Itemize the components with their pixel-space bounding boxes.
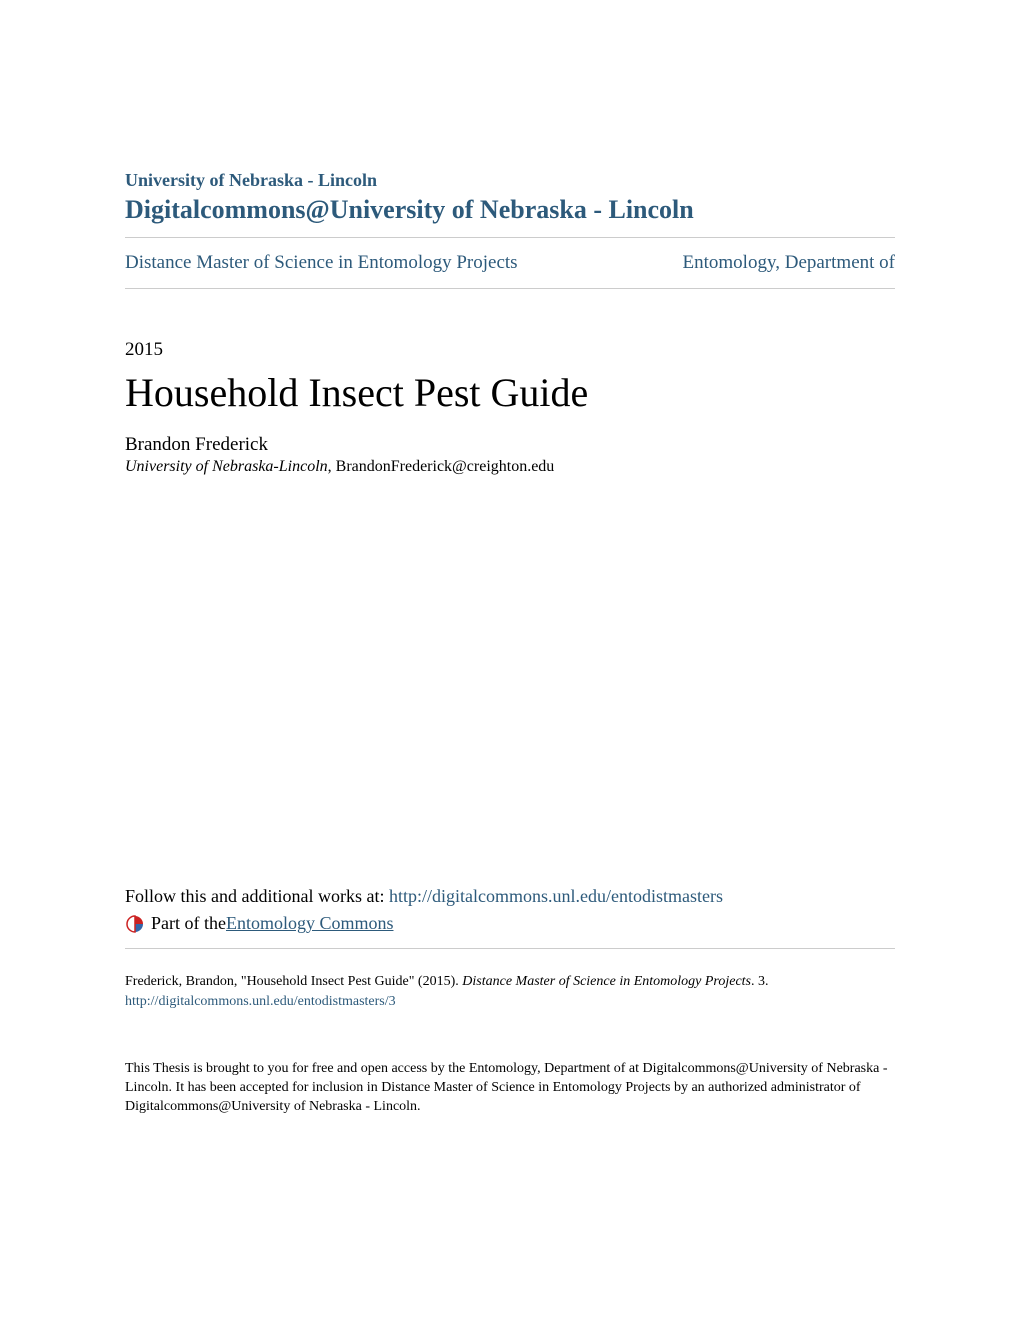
citation-suffix: . 3. (751, 974, 769, 989)
repository-link[interactable]: Digitalcommons@University of Nebraska - … (125, 195, 895, 225)
document-title: Household Insect Pest Guide (125, 369, 895, 416)
breadcrumb-nav: Distance Master of Science in Entomology… (125, 238, 895, 288)
follow-url-link[interactable]: http://digitalcommons.unl.edu/entodistma… (389, 886, 723, 906)
divider (125, 948, 895, 949)
footer-disclaimer: This Thesis is brought to you for free a… (125, 1060, 895, 1117)
collection-link[interactable]: Distance Master of Science in Entomology… (125, 252, 518, 274)
partof-row: Part of the Entomology Commons (125, 913, 895, 934)
network-icon (125, 914, 145, 934)
partof-prefix: Part of the (151, 913, 226, 934)
citation-section: Frederick, Brandon, "Household Insect Pe… (125, 963, 895, 1010)
author-name: Brandon Frederick (125, 434, 895, 456)
department-link[interactable]: Entomology, Department of (683, 252, 895, 274)
affiliation-institution: University of Nebraska-Lincoln (125, 458, 328, 475)
header-block: University of Nebraska - Lincoln Digital… (125, 170, 895, 225)
follow-label: Follow this and additional works at: (125, 886, 389, 906)
divider (125, 288, 895, 289)
follow-text: Follow this and additional works at: htt… (125, 886, 895, 907)
citation-url-link[interactable]: http://digitalcommons.unl.edu/entodistma… (125, 994, 895, 1010)
affiliation-email: , BrandonFrederick@creighton.edu (328, 458, 555, 475)
author-affiliation: University of Nebraska-Lincoln, BrandonF… (125, 458, 895, 476)
citation-collection: Distance Master of Science in Entomology… (462, 974, 751, 989)
cover-page: University of Nebraska - Lincoln Digital… (0, 0, 1020, 1197)
publication-year: 2015 (125, 339, 895, 361)
citation-prefix: Frederick, Brandon, "Household Insect Pe… (125, 974, 462, 989)
citation-text: Frederick, Brandon, "Household Insect Pe… (125, 973, 895, 992)
institution-link[interactable]: University of Nebraska - Lincoln (125, 170, 895, 191)
commons-link[interactable]: Entomology Commons (226, 913, 394, 934)
follow-section: Follow this and additional works at: htt… (125, 886, 895, 934)
